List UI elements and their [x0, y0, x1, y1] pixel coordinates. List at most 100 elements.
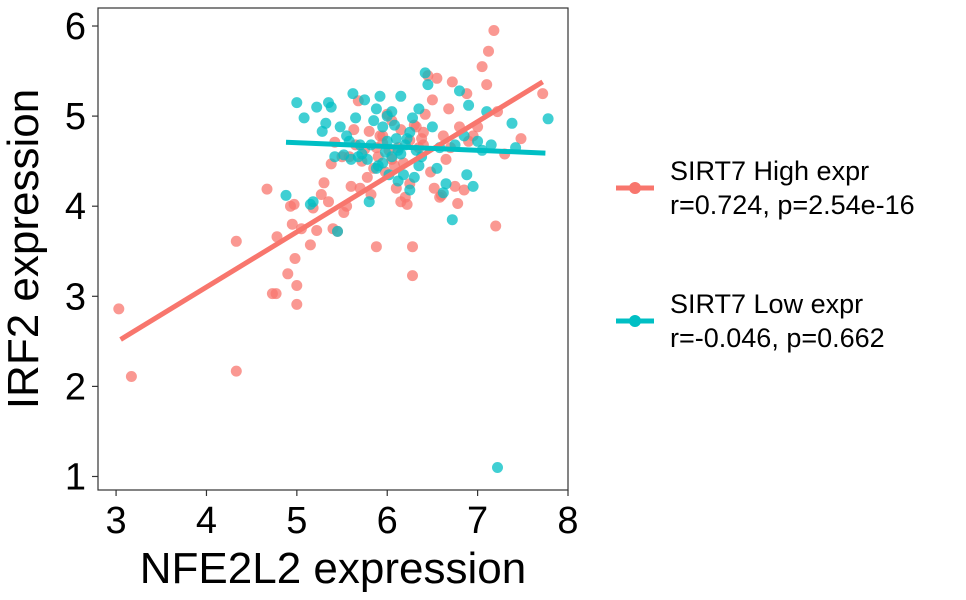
low-point-62 — [472, 135, 484, 147]
low-point-4 — [307, 196, 319, 208]
low-point-17 — [347, 88, 359, 100]
low-point-66 — [492, 462, 503, 473]
low-point-70 — [386, 151, 398, 163]
high-point-66 — [426, 94, 438, 106]
low-point-77 — [377, 157, 389, 169]
low-point-0 — [280, 189, 292, 201]
legend-marker-high — [629, 182, 641, 194]
low-point-12 — [334, 121, 346, 133]
low-point-42 — [404, 126, 416, 138]
high-point-13 — [291, 280, 303, 291]
low-point-51 — [431, 162, 443, 174]
x-axis-title: NFE2L2 expression — [140, 544, 526, 593]
high-point-20 — [318, 177, 330, 189]
low-point-65 — [485, 139, 497, 151]
high-point-77 — [452, 198, 464, 209]
low-point-43 — [407, 112, 418, 124]
legend-marker-low — [629, 315, 641, 327]
low-point-71 — [381, 110, 393, 122]
high-point-30 — [345, 180, 357, 192]
high-point-41 — [370, 241, 382, 253]
high-point-84 — [476, 61, 488, 73]
x-tick-label-4: 4 — [196, 500, 217, 542]
high-point-58 — [407, 270, 418, 282]
x-tick-label-3: 3 — [106, 500, 127, 542]
high-point-3 — [230, 365, 242, 377]
legend-stats-low: r=-0.046, p=0.662 — [670, 323, 885, 353]
low-point-74 — [413, 160, 425, 172]
low-point-27 — [370, 103, 382, 115]
y-axis-ticks: 1 2 3 4 5 6 — [65, 6, 98, 498]
legend-entry-high: SIRT7 High expr r=0.724, p=2.54e-16 — [616, 156, 915, 220]
low-point-29 — [374, 90, 386, 102]
low-point-76 — [392, 175, 404, 187]
low-point-9 — [325, 101, 337, 113]
y-tick-label-2: 2 — [65, 366, 86, 408]
high-point-57 — [407, 241, 418, 253]
high-point-88 — [490, 220, 502, 232]
low-point-23 — [361, 153, 373, 165]
high-point-16 — [304, 239, 316, 251]
high-point-68 — [431, 72, 443, 84]
low-point-46 — [413, 103, 425, 115]
low-point-73 — [395, 148, 407, 160]
low-point-30 — [377, 121, 389, 133]
high-point-19 — [315, 189, 327, 200]
low-point-2 — [298, 112, 310, 124]
x-tick-label-7: 7 — [467, 500, 488, 542]
low-point-44 — [408, 171, 420, 183]
low-point-54 — [440, 178, 452, 190]
low-point-50 — [426, 121, 438, 133]
high-point-91 — [515, 133, 527, 145]
legend: SIRT7 High expr r=0.724, p=2.54e-16 SIRT… — [616, 156, 915, 353]
low-point-38 — [395, 90, 407, 102]
high-point-37 — [361, 171, 373, 183]
low-point-48 — [419, 67, 431, 79]
legend-label-high: SIRT7 High expr — [670, 156, 869, 186]
low-point-36 — [390, 133, 402, 145]
low-point-5 — [311, 101, 323, 113]
x-tick-label-8: 8 — [557, 500, 578, 542]
high-point-31 — [348, 124, 360, 136]
high-point-10 — [286, 218, 298, 230]
x-axis-ticks: 3 4 5 6 7 8 — [106, 490, 579, 542]
low-point-18 — [350, 112, 362, 124]
low-point-49 — [422, 79, 434, 91]
high-point-96 — [395, 196, 407, 208]
high-point-6 — [270, 288, 282, 300]
low-point-61 — [467, 180, 479, 192]
high-point-12 — [289, 253, 301, 264]
y-tick-label-4: 4 — [65, 186, 86, 228]
y-axis-title: IRF2 expression — [0, 89, 48, 409]
y-tick-label-3: 3 — [65, 276, 86, 318]
low-point-35 — [389, 119, 400, 131]
high-point-73 — [443, 103, 455, 115]
low-point-57 — [454, 85, 465, 97]
low-point-69 — [542, 113, 554, 125]
high-point-4 — [261, 183, 273, 195]
x-tick-label-5: 5 — [286, 500, 307, 542]
low-point-53 — [437, 187, 449, 199]
high-point-21 — [323, 196, 334, 208]
y-tick-label-1: 1 — [65, 456, 86, 498]
low-point-75 — [404, 184, 416, 196]
legend-label-low: SIRT7 Low expr — [670, 289, 863, 319]
low-point-55 — [446, 214, 458, 226]
legend-stats-high: r=0.724, p=2.54e-16 — [670, 190, 915, 220]
low-point-67 — [506, 117, 518, 129]
high-point-92 — [537, 88, 549, 100]
high-fit-line — [119, 79, 545, 342]
high-point-1 — [125, 371, 137, 382]
high-point-79 — [458, 184, 470, 196]
y-tick-label-6: 6 — [65, 6, 86, 48]
low-point-24 — [363, 196, 375, 208]
low-point-59 — [461, 169, 473, 181]
low-point-22 — [359, 94, 371, 106]
high-point-38 — [363, 125, 375, 137]
high-point-76 — [449, 180, 461, 192]
high-point-72 — [440, 153, 452, 165]
low-point-26 — [368, 115, 380, 127]
high-point-14 — [291, 298, 303, 310]
plot-panel — [97, 7, 569, 491]
low-point-10 — [329, 151, 341, 163]
